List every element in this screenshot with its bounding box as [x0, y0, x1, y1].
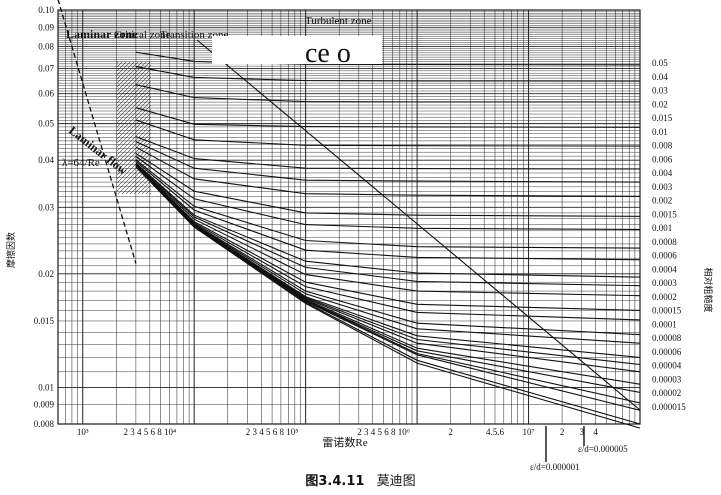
turbulent-zone-label: Turbulent zone: [305, 15, 372, 27]
x-tick-label-5: 4.5.6: [486, 427, 505, 437]
x-tick-label-7: 2: [560, 427, 565, 437]
roughness-label-1: 0.04: [652, 72, 668, 82]
curve-13: [135, 163, 641, 287]
curve-27: [135, 166, 641, 429]
x-tick-label-0: 10³: [77, 427, 89, 437]
curve-3: [135, 107, 641, 128]
laminar-flow-line: [57, 0, 137, 264]
curve-2: [135, 84, 640, 103]
x-tick-label-4: 2: [448, 427, 453, 437]
roughness-label-14: 0.0006: [652, 251, 677, 261]
roughness-label-7: 0.006: [652, 154, 673, 164]
critical-zone-label: Critical zone: [114, 29, 171, 41]
roughness-label-2: 0.03: [652, 86, 668, 96]
figure-number: 图3.4.11: [305, 474, 365, 489]
roughness-label-24: 0.00002: [652, 388, 681, 398]
roughness-label-3: 0.02: [652, 99, 668, 109]
roughness-label-21: 0.00006: [652, 347, 682, 357]
x-tick-label-3: 2 3 4 5 6 8 10⁶: [357, 427, 410, 437]
y-tick-label-10: 0.01: [38, 382, 54, 392]
annotation-eps-1e-6: ε/d=0.000001: [530, 462, 580, 470]
y-tick-labels: 0.10 0.09 0.08 0.07 0.06 0.05 0.04 0.03 0.02 0.01…: [34, 5, 55, 429]
y-tick-label-2: 0.08: [38, 42, 54, 52]
y-tick-label-4: 0.06: [38, 89, 54, 99]
y-tick-label-0: 0.10: [38, 5, 54, 15]
curve-9: [135, 156, 641, 231]
curve-14: [135, 164, 641, 297]
roughness-label-22: 0.00004: [652, 361, 682, 371]
x-tick-label-1: 2 3 4 5 6 8 10⁴: [124, 427, 177, 437]
series-layer: [135, 51, 641, 429]
y-tick-label-12: 0.008: [34, 419, 55, 429]
roughness-label-8: 0.004: [652, 168, 673, 178]
roughness-label-17: 0.0002: [652, 292, 677, 302]
grid: [57, 9, 641, 425]
y-tick-label-5: 0.05: [38, 119, 54, 129]
x-tick-label-2: 2 3 4 5 6 8 10⁵: [246, 427, 299, 437]
y-tick-label-3: 0.07: [38, 63, 54, 73]
complete-turbulence-boundary: [196, 39, 641, 411]
roughness-label-15: 0.0004: [652, 264, 677, 274]
roughness-label-0: 0.05: [652, 58, 668, 68]
y-axis-label: 摩擦因数: [5, 232, 16, 268]
annotation-eps-5e-6: ε/d=0.000005: [578, 444, 628, 454]
curve-16: [135, 165, 641, 321]
laminar-equation-label: λ=64/Re: [62, 157, 100, 169]
curve-0: [135, 51, 641, 66]
moody-chart: Laminar zone Critical zone Transition zo…: [5, 0, 714, 470]
roughness-label-11: 0.0015: [652, 209, 677, 219]
curve-11: [135, 160, 641, 261]
curve-10: [135, 159, 641, 249]
roughness-label-6: 0.008: [652, 141, 673, 151]
y-tick-label-9: 0.015: [34, 316, 55, 326]
roughness-label-18: 0.00015: [652, 306, 682, 316]
roughness-labels: 0.05 0.04 0.03 0.02 0.015 0.01 0.008 0.006 0.004…: [652, 58, 686, 412]
x-tick-labels: 10³ 2 3 4 5 6 8 10⁴ 2 3 4 5 6 8 10⁵ 2 3 4 5…: [77, 427, 599, 437]
roughness-label-25: 0.000015: [652, 402, 686, 412]
roughness-label-23: 0.00003: [652, 374, 682, 384]
roughness-label-10: 0.002: [652, 196, 672, 206]
plot-frame: [57, 9, 641, 425]
overprint-text: ce o: [305, 38, 351, 69]
curve-5: [135, 136, 641, 170]
x-axis-label: 雷诺数Re: [322, 436, 367, 449]
curve-7: [135, 146, 641, 197]
y-tick-label-7: 0.03: [38, 202, 54, 212]
x-tick-label-6: 10⁷: [522, 427, 534, 437]
y-tick-label-6: 0.04: [38, 155, 54, 165]
curve-1: [135, 66, 641, 82]
roughness-label-13: 0.0008: [652, 237, 677, 247]
roughness-label-5: 0.01: [652, 127, 668, 137]
curve-12: [135, 162, 641, 278]
y-tick-label-1: 0.09: [38, 22, 54, 32]
y-tick-label-8: 0.02: [38, 269, 54, 279]
roughness-label-19: 0.0001: [652, 319, 677, 329]
figure-caption: 图3.4.11 莫迪图: [0, 470, 721, 489]
x-tick-label-9: 4: [593, 427, 598, 437]
roughness-label-16: 0.0003: [652, 278, 677, 288]
curve-4: [135, 119, 641, 147]
y-tick-label-11: 0.009: [34, 400, 55, 410]
figure-title: 莫迪图: [376, 474, 416, 489]
roughness-label-12: 0.001: [652, 223, 672, 233]
curve-8: [135, 152, 641, 217]
roughness-label-4: 0.015: [652, 113, 673, 123]
x-tick-label-8: 3: [579, 427, 584, 437]
roughness-label-9: 0.003: [652, 182, 673, 192]
overprint-box: [212, 36, 382, 64]
transition-zone-label: Transition zone: [160, 29, 228, 41]
critical-zone-hatch: [117, 62, 151, 194]
curve-6: [135, 141, 641, 183]
roughness-label-20: 0.00008: [652, 333, 682, 343]
y2-axis-label: 相对粗糙度: [703, 267, 714, 312]
laminar-zone-label: Laminar zone: [66, 27, 138, 41]
curve-15: [135, 164, 641, 311]
